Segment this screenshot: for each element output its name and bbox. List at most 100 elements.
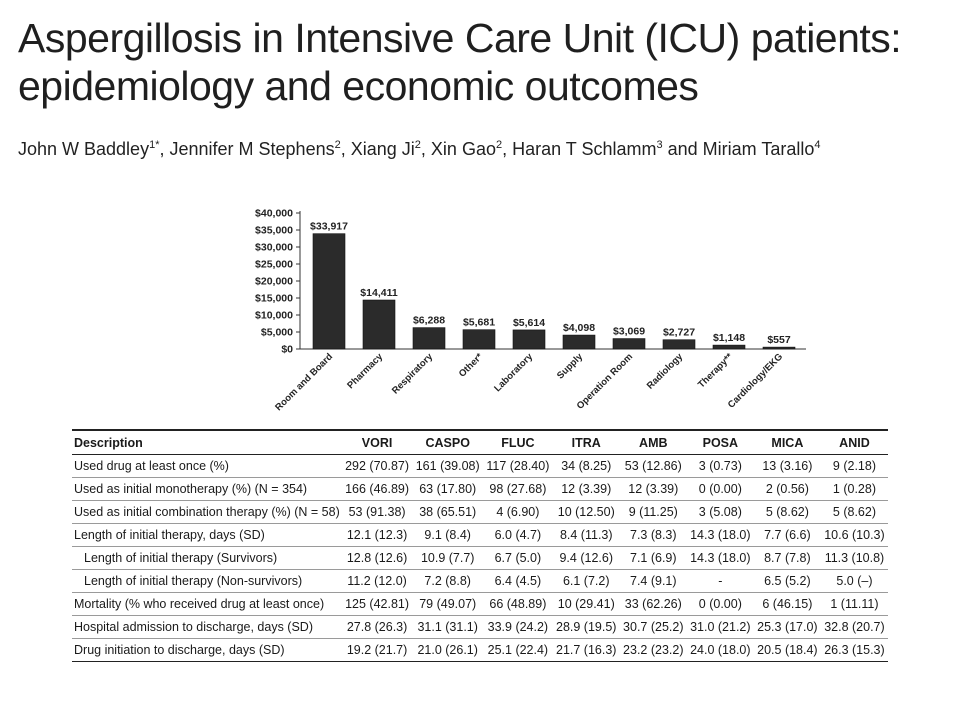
category-label: Room and Board xyxy=(273,351,335,413)
y-tick-label: $35,000 xyxy=(255,225,293,237)
bar-value-label: $6,288 xyxy=(413,315,445,327)
row-description: Length of initial therapy (Non-survivors… xyxy=(72,569,342,593)
bar-value-label: $33,917 xyxy=(310,221,348,233)
table-cell: 117 (28.40) xyxy=(483,454,553,478)
author-name: Jennifer M Stephens xyxy=(169,139,335,159)
author-separator: , xyxy=(420,139,431,159)
author-list: John W Baddley1*, Jennifer M Stephens2, … xyxy=(18,139,948,160)
row-description: Used as initial combination therapy (%) … xyxy=(72,500,342,524)
table-cell: 21.7 (16.3) xyxy=(552,638,620,662)
table-cell: 20.5 (18.4) xyxy=(753,638,821,662)
y-tick-label: $0 xyxy=(281,344,293,356)
y-tick-label: $10,000 xyxy=(255,310,293,322)
table-cell: 7.1 (6.9) xyxy=(619,546,687,570)
table-row: Length of initial therapy (Survivors) 12.… xyxy=(72,546,888,570)
table-cell: 9 (11.25) xyxy=(619,500,687,524)
y-tick-label: $5,000 xyxy=(261,327,293,339)
table-cell: 9.4 (12.6) xyxy=(552,546,620,570)
y-tick-label: $40,000 xyxy=(255,208,293,220)
table-cell: 0 (0.00) xyxy=(686,592,754,616)
table-cell: 4 (6.90) xyxy=(483,500,553,524)
table-cell: 11.2 (12.0) xyxy=(341,569,413,593)
table-cell: 12.1 (12.3) xyxy=(341,523,413,547)
bar-value-label: $557 xyxy=(767,334,791,346)
column-header-caspo: CASPO xyxy=(412,429,484,455)
chart-svg: $0 $5,000 $10,000 $15,000 $20,000 $25,000 $30,… xyxy=(255,208,806,413)
table-cell: 53 (12.86) xyxy=(619,454,687,478)
table-cell: - xyxy=(686,569,754,593)
table-cell: 1 (0.28) xyxy=(820,477,888,501)
column-header-mica: MICA xyxy=(753,429,821,455)
author-affiliation: 2 xyxy=(414,139,421,151)
author-name: Miriam Tarallo xyxy=(702,139,815,159)
table-cell: 7.2 (8.8) xyxy=(412,569,484,593)
bar-4 xyxy=(462,329,496,350)
table-header-row: Description VORI CASPO FLUC ITRA AMB POSA MICA A… xyxy=(72,429,888,455)
table-cell: 292 (70.87) xyxy=(341,454,413,478)
table-cell: 33.9 (24.2) xyxy=(483,615,553,639)
table-row: Used drug at least once (%) 292 (70.87) 16… xyxy=(72,454,888,478)
bar-value-label: $5,614 xyxy=(513,317,545,329)
table-cell: 38 (65.51) xyxy=(412,500,484,524)
table-cell: 5.0 (–) xyxy=(820,569,888,593)
y-tick-label: $15,000 xyxy=(255,293,293,305)
row-description: Mortality (% who received drug at least … xyxy=(72,592,342,616)
table-cell: 0 (0.00) xyxy=(686,477,754,501)
author-name: John W Baddley xyxy=(18,139,150,159)
bar-1 xyxy=(312,233,346,350)
author-separator: , xyxy=(159,139,170,159)
bar-value-label: $1,148 xyxy=(713,332,745,344)
table-cell: 7.7 (6.6) xyxy=(753,523,821,547)
category-label: Cardiology/EKG xyxy=(726,351,785,410)
table-cell: 9 (2.18) xyxy=(820,454,888,478)
category-label: Radiology xyxy=(645,351,686,392)
table-cell: 166 (46.89) xyxy=(341,477,413,501)
row-description: Used drug at least once (%) xyxy=(72,454,342,478)
table-cell: 19.2 (21.7) xyxy=(341,638,413,662)
category-label: Supply xyxy=(555,351,586,382)
bar-value-label: $4,098 xyxy=(563,322,595,334)
table-cell: 8.4 (11.3) xyxy=(552,523,620,547)
table-cell: 14.3 (18.0) xyxy=(686,523,754,547)
column-header-itra: ITRA xyxy=(552,429,620,455)
author-affiliation: 2 xyxy=(495,139,503,151)
author-affiliation: 2 xyxy=(334,139,341,151)
title-line-1: Aspergillosis in Intensive Care Unit (IC… xyxy=(18,15,902,61)
column-header-amb: AMB xyxy=(619,429,687,455)
table-row: Drug initiation to discharge, days (SD) 1… xyxy=(72,638,888,662)
author-name: Xiang Ji xyxy=(350,139,415,159)
table-cell: 11.3 (10.8) xyxy=(820,546,888,570)
table-row: Used as initial combination therapy (%) … xyxy=(72,500,888,524)
category-label: Laboratory xyxy=(492,351,535,394)
category-label: Respiratory xyxy=(390,351,436,397)
cost-bar-chart: $0 $5,000 $10,000 $15,000 $20,000 $25,000 $30,… xyxy=(230,196,820,418)
table-cell: 34 (8.25) xyxy=(552,454,620,478)
table-cell: 12 (3.39) xyxy=(619,477,687,501)
author-separator: , xyxy=(340,139,351,159)
table-cell: 6 (46.15) xyxy=(753,592,821,616)
author-affiliation: 4 xyxy=(814,139,821,151)
table-row: Hospital admission to discharge, days (S… xyxy=(72,615,888,639)
table-body: Used drug at least once (%) 292 (70.87) 16… xyxy=(72,454,888,662)
table-cell: 33 (62.26) xyxy=(619,592,687,616)
bar-value-label: $2,727 xyxy=(663,327,695,339)
row-description: Drug initiation to discharge, days (SD) xyxy=(72,638,342,662)
table-cell: 6.7 (5.0) xyxy=(483,546,553,570)
table-cell: 24.0 (18.0) xyxy=(686,638,754,662)
y-tick-label: $20,000 xyxy=(255,276,293,288)
bar-3 xyxy=(412,327,446,350)
category-label: Other* xyxy=(457,351,486,380)
bar-9 xyxy=(712,344,746,350)
table-cell: 125 (42.81) xyxy=(341,592,413,616)
table-cell: 6.1 (7.2) xyxy=(552,569,620,593)
table-cell: 3 (0.73) xyxy=(686,454,754,478)
table-cell: 6.4 (4.5) xyxy=(483,569,553,593)
table-cell: 53 (91.38) xyxy=(341,500,413,524)
table-cell: 31.1 (31.1) xyxy=(412,615,484,639)
table-cell: 12.8 (12.6) xyxy=(341,546,413,570)
bar-8 xyxy=(662,339,696,350)
bar-value-label: $14,411 xyxy=(360,287,398,299)
table-cell: 5 (8.62) xyxy=(753,500,821,524)
table-cell: 79 (49.07) xyxy=(412,592,484,616)
column-header-vori: VORI xyxy=(341,429,413,455)
